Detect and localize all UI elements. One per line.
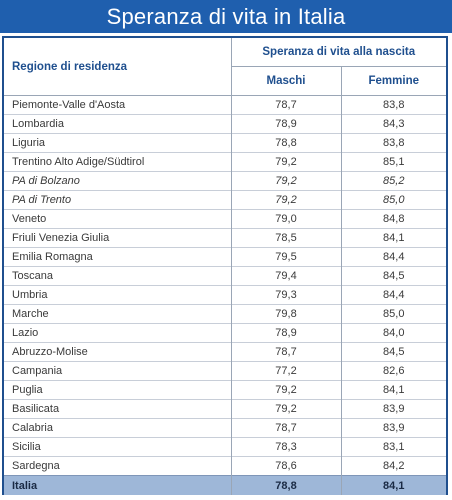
region-cell: Calabria (4, 418, 232, 438)
table-row: Basilicata 79,2 83,9 (4, 399, 447, 419)
table-row: Umbria 79,3 84,4 (4, 285, 447, 305)
region-cell: Trentino Alto Adige/Südtirol (4, 152, 232, 172)
page-title: Speranza di vita in Italia (106, 3, 346, 29)
male-value-cell: 78,9 (231, 114, 342, 134)
table-row: Liguria 78,8 83,8 (4, 133, 447, 153)
region-cell: Basilicata (4, 399, 232, 419)
table-row: Marche 79,8 85,0 (4, 304, 447, 324)
region-cell: Toscana (4, 266, 232, 286)
female-value-cell: 83,9 (341, 399, 447, 419)
female-value-cell: 84,5 (341, 266, 447, 286)
table-row: Sicilia 78,3 83,1 (4, 437, 447, 457)
table-row: PA di Bolzano 79,2 85,2 (4, 171, 447, 191)
male-value-cell: 78,7 (231, 95, 342, 115)
total-male-cell: 78,8 (231, 475, 342, 495)
table-row: Lombardia 78,9 84,3 (4, 114, 447, 134)
female-value-cell: 84,4 (341, 247, 447, 267)
region-cell: Liguria (4, 133, 232, 153)
region-cell: Sicilia (4, 437, 232, 457)
female-value-cell: 83,8 (341, 133, 447, 153)
male-value-cell: 79,2 (231, 399, 342, 419)
male-value-cell: 78,7 (231, 418, 342, 438)
table-row: Piemonte-Valle d'Aosta 78,7 83,8 (4, 95, 447, 115)
total-row: Italia 78,8 84,1 (4, 475, 447, 495)
male-value-cell: 77,2 (231, 361, 342, 381)
male-value-cell: 78,9 (231, 323, 342, 343)
female-value-cell: 83,9 (341, 418, 447, 438)
female-value-cell: 84,4 (341, 285, 447, 305)
male-value-cell: 79,4 (231, 266, 342, 286)
table-row: Lazio 78,9 84,0 (4, 323, 447, 343)
female-value-cell: 84,5 (341, 342, 447, 362)
total-region-cell: Italia (4, 475, 232, 495)
female-value-cell: 84,1 (341, 228, 447, 248)
region-cell: Abruzzo-Molise (4, 342, 232, 362)
life-expectancy-table: Regione di residenza Speranza di vita al… (4, 38, 447, 495)
female-value-cell: 84,2 (341, 456, 447, 476)
female-value-cell: 82,6 (341, 361, 447, 381)
region-cell: PA di Trento (4, 190, 232, 210)
table-row: Abruzzo-Molise 78,7 84,5 (4, 342, 447, 362)
title-bar: Speranza di vita in Italia (0, 0, 452, 33)
total-female-cell: 84,1 (341, 475, 447, 495)
table-row: Calabria 78,7 83,9 (4, 418, 447, 438)
male-value-cell: 78,6 (231, 456, 342, 476)
female-value-cell: 85,0 (341, 304, 447, 324)
region-cell: PA di Bolzano (4, 171, 232, 191)
life-expectancy-table-frame: Regione di residenza Speranza di vita al… (2, 36, 448, 495)
region-cell: Lazio (4, 323, 232, 343)
male-value-cell: 78,7 (231, 342, 342, 362)
male-value-cell: 78,3 (231, 437, 342, 457)
table-row: Campania 77,2 82,6 (4, 361, 447, 381)
female-value-cell: 84,8 (341, 209, 447, 229)
male-value-cell: 79,3 (231, 285, 342, 305)
region-cell: Veneto (4, 209, 232, 229)
group-column-header: Speranza di vita alla nascita (231, 38, 447, 67)
table-body: Piemonte-Valle d'Aosta 78,7 83,8 Lombardia 7… (4, 95, 447, 495)
region-cell: Marche (4, 304, 232, 324)
female-value-cell: 85,1 (341, 152, 447, 172)
female-value-cell: 84,1 (341, 380, 447, 400)
table-row: Trentino Alto Adige/Südtirol 79,2 85,1 (4, 152, 447, 172)
table-row: Sardegna 78,6 84,2 (4, 456, 447, 476)
table-row: Friuli Venezia Giulia 78,5 84,1 (4, 228, 447, 248)
region-cell: Sardegna (4, 456, 232, 476)
table-row: PA di Trento 79,2 85,0 (4, 190, 447, 210)
table-row: Emilia Romagna 79,5 84,4 (4, 247, 447, 267)
region-cell: Piemonte-Valle d'Aosta (4, 95, 232, 115)
region-cell: Friuli Venezia Giulia (4, 228, 232, 248)
table-row: Veneto 79,0 84,8 (4, 209, 447, 229)
male-value-cell: 78,5 (231, 228, 342, 248)
male-value-cell: 79,2 (231, 152, 342, 172)
male-value-cell: 79,5 (231, 247, 342, 267)
female-value-cell: 84,0 (341, 323, 447, 343)
female-value-cell: 85,0 (341, 190, 447, 210)
male-value-cell: 79,2 (231, 171, 342, 191)
male-value-cell: 78,8 (231, 133, 342, 153)
male-value-cell: 79,0 (231, 209, 342, 229)
male-value-cell: 79,8 (231, 304, 342, 324)
female-value-cell: 83,1 (341, 437, 447, 457)
female-value-cell: 84,3 (341, 114, 447, 134)
female-column-header: Femmine (341, 66, 447, 96)
region-cell: Emilia Romagna (4, 247, 232, 267)
table-row: Toscana 79,4 84,5 (4, 266, 447, 286)
male-value-cell: 79,2 (231, 190, 342, 210)
male-column-header: Maschi (231, 66, 342, 96)
region-cell: Lombardia (4, 114, 232, 134)
male-value-cell: 79,2 (231, 380, 342, 400)
region-column-header: Regione di residenza (4, 38, 232, 96)
table-row: Puglia 79,2 84,1 (4, 380, 447, 400)
region-cell: Campania (4, 361, 232, 381)
region-cell: Umbria (4, 285, 232, 305)
region-cell: Puglia (4, 380, 232, 400)
female-value-cell: 85,2 (341, 171, 447, 191)
female-value-cell: 83,8 (341, 95, 447, 115)
